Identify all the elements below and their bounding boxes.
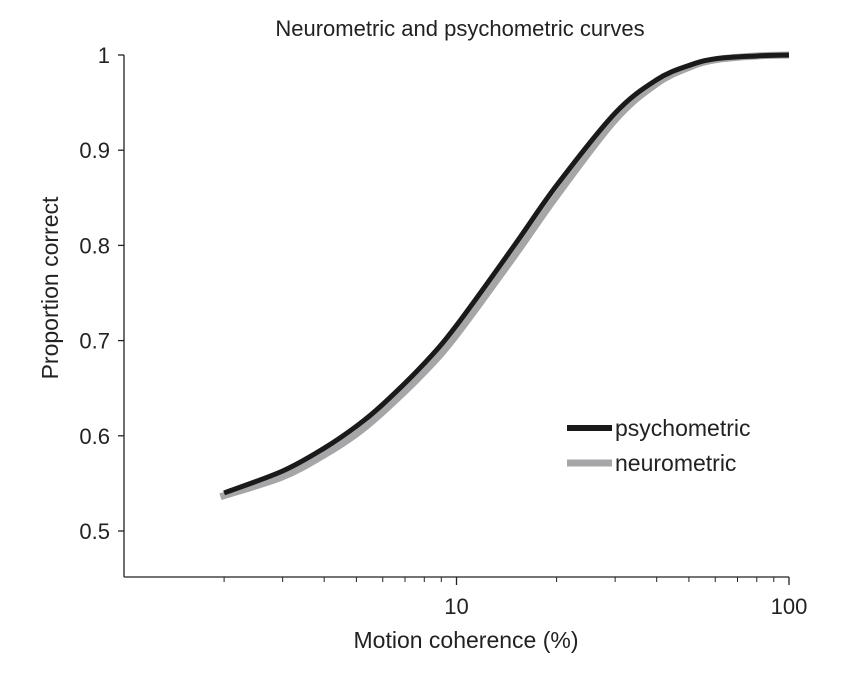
x-tick-label: 100 <box>771 594 808 619</box>
y-tick-label: 1 <box>98 43 110 68</box>
x-tick-label: 10 <box>444 594 468 619</box>
x-axis-label: Motion coherence (%) <box>354 627 579 653</box>
y-tick-label: 0.9 <box>79 138 110 163</box>
legend-label-neurometric: neurometric <box>615 450 736 476</box>
chart-title: Neurometric and psychometric curves <box>275 16 644 41</box>
legend: psychometric neurometric <box>567 415 750 476</box>
y-tick-label: 0.5 <box>79 519 110 544</box>
y-axis-label: Proportion correct <box>37 196 63 379</box>
series-line-psychometric <box>223 52 790 496</box>
axes: 0.5 0.6 0.7 0.8 0.9 1 10 100 <box>79 43 807 619</box>
legend-label-psychometric: psychometric <box>615 415 750 441</box>
y-tick-label: 0.6 <box>79 424 110 449</box>
series-lines <box>219 51 790 501</box>
y-tick-label: 0.7 <box>79 329 110 354</box>
y-tick-label: 0.8 <box>79 233 110 258</box>
